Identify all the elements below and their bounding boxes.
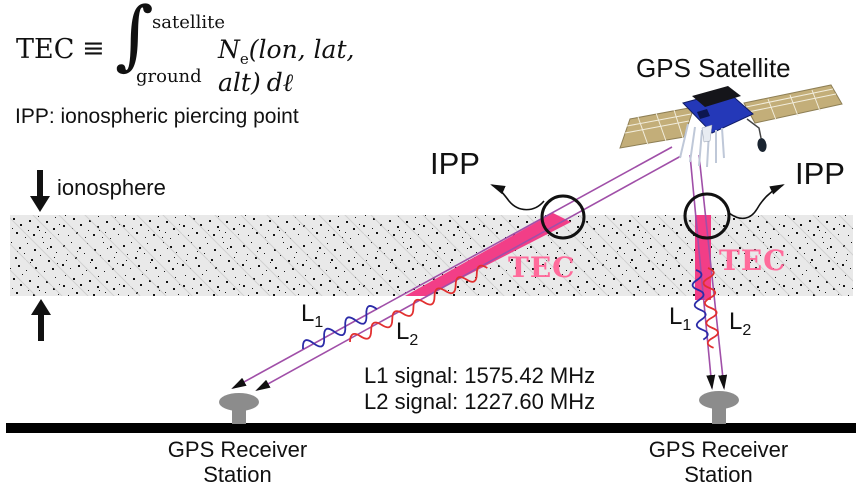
station-label-line2: Station bbox=[203, 462, 272, 487]
ipp-arrow-left bbox=[490, 184, 545, 211]
l1-label-right: L1 bbox=[669, 303, 691, 335]
receiver-antenna-right bbox=[699, 391, 739, 424]
tec-label-right: TEC bbox=[719, 244, 787, 277]
station-label-line1: GPS Receiver bbox=[167, 437, 308, 462]
ipp-arrow-right bbox=[728, 184, 785, 220]
l1-wave-right bbox=[691, 269, 709, 341]
satellite-body-top-panel bbox=[692, 86, 741, 107]
l1-wave-left bbox=[302, 305, 378, 350]
l2-wave-right bbox=[702, 267, 719, 349]
satellite-boom-arm bbox=[746, 118, 762, 139]
formula-integral-sign: ∫ bbox=[115, 0, 154, 79]
receiver-station-label-right: GPS Receiver Station bbox=[631, 437, 806, 487]
ionosphere-bottom-arrow bbox=[31, 299, 51, 341]
formula-function: N bbox=[218, 35, 240, 64]
l2-label-right: L2 bbox=[729, 308, 751, 340]
l2-wave-left bbox=[349, 264, 488, 343]
gps-satellite-illustration bbox=[619, 84, 843, 168]
ipp-label-left: IPP bbox=[430, 146, 480, 181]
l2-label-left: L2 bbox=[396, 318, 418, 350]
l2-sub: 2 bbox=[742, 321, 752, 339]
satellite-antenna-array bbox=[679, 123, 725, 168]
tec-formula: TEC ≡ ∫ satellite ground Ne(lon, lat, al… bbox=[12, 0, 432, 100]
formula-equiv-sign: ≡ bbox=[82, 33, 105, 64]
l1-base: L bbox=[301, 300, 315, 327]
ionosphere-band bbox=[10, 215, 853, 296]
receiver-antenna-left bbox=[219, 393, 259, 424]
receiver-station-label-left: GPS Receiver Station bbox=[150, 437, 325, 487]
signal-line-left-1 bbox=[231, 146, 673, 389]
l2-base: L bbox=[729, 308, 743, 335]
l1-sub: 1 bbox=[682, 316, 692, 334]
formula-upper-limit: satellite bbox=[152, 12, 226, 33]
l1-sub: 1 bbox=[314, 313, 324, 331]
formula-lower-limit: ground bbox=[136, 66, 202, 87]
formula-arguments: (lon, lat, alt) bbox=[218, 35, 355, 97]
formula-integrand: Ne(lon, lat, alt) dℓ bbox=[218, 35, 432, 98]
satellite-instrument bbox=[757, 138, 767, 152]
formula-function-subscript: e bbox=[239, 50, 249, 68]
satellite-panel-left-grid bbox=[624, 109, 692, 146]
gps-satellite-label: GPS Satellite bbox=[636, 53, 791, 83]
tec-band-left bbox=[405, 213, 571, 296]
station-label-line2: Station bbox=[684, 462, 753, 487]
l2-base: L bbox=[396, 318, 410, 345]
l2-frequency-text: L2 signal: 1227.60 MHz bbox=[364, 389, 596, 414]
ipp-definition-text: IPP: ionospheric piercing point bbox=[15, 105, 299, 128]
l2-sub: 2 bbox=[409, 331, 419, 349]
l1-frequency-text: L1 signal: 1575.42 MHz bbox=[364, 363, 596, 388]
satellite-horn-antenna bbox=[701, 124, 713, 143]
ipp-circle-right bbox=[683, 192, 731, 240]
tec-label-left: TEC bbox=[508, 251, 576, 284]
satellite-panel-right-grid bbox=[745, 88, 837, 121]
ipp-label-right: IPP bbox=[795, 156, 845, 191]
formula-differential: dℓ bbox=[266, 68, 294, 97]
station-label-line1: GPS Receiver bbox=[648, 437, 789, 462]
signal-line-left-2 bbox=[255, 155, 682, 391]
l1-label-left: L1 bbox=[301, 300, 323, 332]
signal-line-right-1 bbox=[689, 154, 716, 390]
l1-base: L bbox=[669, 303, 683, 330]
ipp-circle-left bbox=[540, 194, 586, 240]
formula-lhs: TEC bbox=[16, 34, 75, 65]
frequency-info: L1 signal: 1575.42 MHz L2 signal: 1227.6… bbox=[364, 363, 595, 415]
ionosphere-label: ionosphere bbox=[57, 175, 166, 200]
ground-line bbox=[6, 423, 856, 433]
satellite-body-detail bbox=[697, 109, 710, 119]
ionosphere-top-arrow bbox=[30, 170, 50, 212]
